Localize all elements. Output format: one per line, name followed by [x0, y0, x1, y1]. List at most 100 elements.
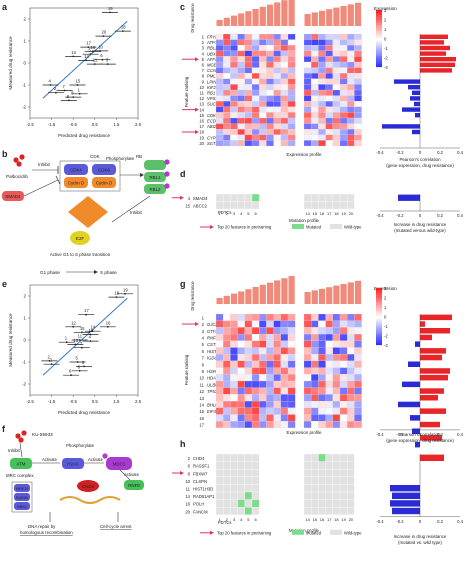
g-heat-cell [354, 374, 362, 382]
g-heat-cell [287, 347, 296, 355]
g-heat-cell [266, 327, 274, 335]
panel-e: e Measured drug resistance Predicted dru… [2, 279, 142, 415]
c-heat-cell [266, 84, 274, 91]
g-heat-cell [266, 380, 274, 388]
g-heat-cell [354, 387, 362, 395]
c-heat-cell [251, 117, 260, 124]
g-heat-cell [339, 367, 348, 375]
g-heat-cell [223, 374, 231, 382]
c-heat-cell [325, 73, 333, 79]
e-point [83, 365, 85, 368]
d-legend-wild-label: Wild-type [344, 225, 362, 230]
c-heat-cell [339, 78, 348, 85]
h-mut-cell [318, 491, 326, 500]
g-heat-cell [332, 407, 341, 415]
g-heat-cell [273, 401, 281, 408]
c-heat-cell [223, 123, 231, 130]
c-legend-title: Expression [374, 6, 397, 11]
g-heat-cell [273, 374, 281, 382]
d-mut-cell [311, 193, 319, 202]
c-heat-cell [303, 123, 312, 130]
f-nbs1-node [14, 502, 30, 510]
g-heat-cell [354, 334, 362, 341]
d-mut-cell [223, 193, 231, 202]
h-mut-cell [244, 476, 253, 485]
c-heat-cell [287, 117, 296, 124]
c-heat-cell [311, 45, 319, 51]
e-point-label: 14 [91, 325, 96, 330]
f-inhibit-line [19, 442, 23, 458]
c-gene-label: CCND1 [207, 68, 221, 73]
f-mdc1-node [106, 457, 132, 470]
h-mut-cell [332, 453, 341, 462]
c-heat-cell [280, 73, 289, 79]
c-rank-label: 14 [199, 107, 204, 112]
e-point [89, 340, 92, 342]
g-corr-bar [420, 354, 442, 361]
d-mut-cell [325, 193, 333, 202]
c-heat-cell [280, 101, 289, 107]
panel-g: g Drug resistance Feature ranking 123456… [180, 276, 464, 448]
h-ptdc-tick: 19 [341, 517, 346, 522]
c-heat-cell [273, 39, 281, 46]
e-point [78, 369, 81, 372]
c-drug-bar [347, 4, 354, 27]
c-rank-label: 11 [200, 90, 205, 95]
g-heat-cell [347, 334, 355, 341]
h-mut-cell [318, 476, 326, 485]
h-mut-cell [251, 469, 260, 477]
c-drug-bar [333, 7, 340, 26]
h-mut-cell [303, 491, 312, 500]
c-drug-bar [318, 10, 326, 26]
a-xtick-label: 1.5 [113, 122, 120, 127]
d-gene-label: ABCC2 [193, 204, 208, 209]
c-heat-cell [237, 45, 245, 51]
g-drug-bar [259, 284, 266, 304]
g-legend-swatch [376, 299, 382, 302]
h-increase-bars: -0.4 -0.2 0 0.2 0.4 [376, 454, 464, 524]
c-heat-cell [223, 78, 231, 85]
h-mut-cell [251, 476, 260, 485]
g-heat-cell [332, 347, 341, 355]
c-legend-swatch [376, 59, 382, 62]
h-mut-cell [303, 476, 312, 485]
d-mut-cell [318, 201, 326, 210]
c-heat-cell [215, 50, 224, 57]
d-incr-label1: Increase in drug resistance [394, 222, 447, 227]
d-ptdc-tick: 1 [218, 211, 221, 216]
c-drug-bar [223, 17, 230, 26]
g-heat-cell [237, 313, 245, 321]
c-heat-cell [266, 134, 274, 141]
c-heat-cell [325, 78, 333, 85]
c-heat-cell [273, 112, 281, 119]
h-mut-cell [318, 461, 326, 470]
c-heat-cell [223, 67, 231, 74]
panel-f-letter: f [2, 424, 6, 434]
h-rank-label: 14 [185, 494, 190, 499]
c-heat-cell [251, 84, 260, 91]
d-rank-label: 15 [185, 204, 190, 209]
panel-a-yticks: 2 1 0 -1 -2 [22, 17, 30, 110]
c-heat-cell [223, 129, 231, 135]
panel-a-xlabel: Predicted drug resistance [58, 133, 111, 138]
g-heat-cell [266, 367, 274, 375]
c-heat-cell [311, 84, 319, 91]
g-heat-cell [347, 380, 355, 388]
b-diamond-shape [68, 196, 108, 228]
g-heat-cell [347, 367, 355, 375]
c-heat-cell [215, 117, 224, 124]
g-heat-cell [303, 407, 312, 415]
c-rank-label: 19 [199, 135, 204, 140]
c-corr-bar [394, 79, 420, 84]
b-phospho-dot-icon [164, 159, 170, 165]
g-heat-cell [287, 407, 296, 415]
a-point-label: 3 [106, 58, 109, 63]
h-rank-label: 10 [185, 479, 190, 484]
a-point [72, 55, 75, 58]
e-point [124, 292, 126, 295]
c-heat-cell [325, 140, 333, 147]
h-mut-cell [332, 469, 341, 477]
g-heat-cell [259, 354, 267, 362]
h-ptdc-tick: 16 [320, 517, 325, 522]
